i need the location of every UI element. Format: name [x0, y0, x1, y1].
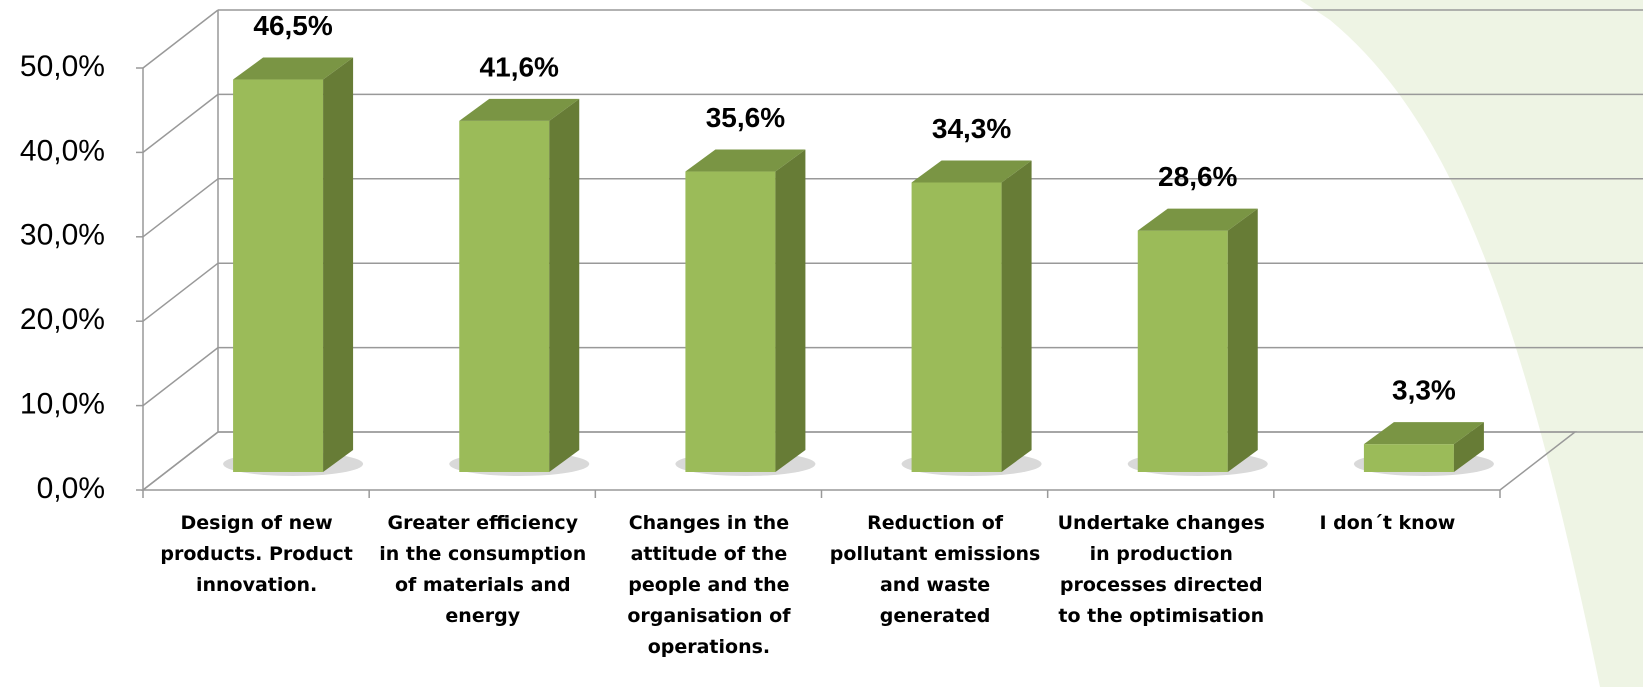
- bar: [1364, 444, 1454, 472]
- x-tick-label: Design of new products. Product innovati…: [149, 508, 364, 601]
- bar-side: [323, 58, 353, 472]
- background-decoration: [1300, 0, 1643, 687]
- bar-side: [549, 99, 579, 472]
- x-tick-label: I don´t know: [1280, 508, 1495, 539]
- y-tick-label: 0,0%: [37, 472, 105, 505]
- value-label: 28,6%: [1158, 161, 1237, 192]
- bar: [459, 121, 549, 472]
- grid-line-side: [143, 10, 218, 68]
- x-tick-label: Reduction of pollutant emissions and was…: [828, 508, 1043, 632]
- grid-line-side: [143, 94, 218, 152]
- y-tick-label: 20,0%: [20, 303, 105, 336]
- chart-container: 0,0% 10,0% 20,0% 30,0% 40,0% 50,0% 46,5% 41,6% 3…: [0, 0, 1643, 687]
- value-label: 35,6%: [706, 102, 785, 133]
- grid-line-side: [143, 263, 218, 321]
- y-tick-label: 50,0%: [20, 50, 105, 83]
- y-tick-label: 30,0%: [20, 219, 105, 252]
- grid-line-side: [143, 348, 218, 406]
- grid-line-side: [143, 432, 218, 490]
- bar-side: [1002, 161, 1032, 472]
- value-label: 41,6%: [480, 51, 559, 82]
- y-tick-label: 40,0%: [20, 134, 105, 167]
- x-tick-label: Undertake changes in production processe…: [1054, 508, 1269, 632]
- value-label: 46,5%: [253, 10, 332, 41]
- x-tick-label: Changes in the attitude of the people an…: [601, 508, 816, 663]
- bar: [685, 172, 775, 472]
- y-tick-label: 10,0%: [20, 388, 105, 421]
- grid-line-side: [143, 179, 218, 237]
- value-label: 34,3%: [932, 113, 1011, 144]
- value-label: 3,3%: [1392, 375, 1456, 406]
- bar: [233, 80, 323, 472]
- bar: [912, 183, 1002, 472]
- x-tick-label: Greater efficiency in the consumption of…: [375, 508, 590, 632]
- bar-side: [775, 150, 805, 472]
- bar: [1138, 231, 1228, 472]
- bar-side: [1228, 209, 1258, 472]
